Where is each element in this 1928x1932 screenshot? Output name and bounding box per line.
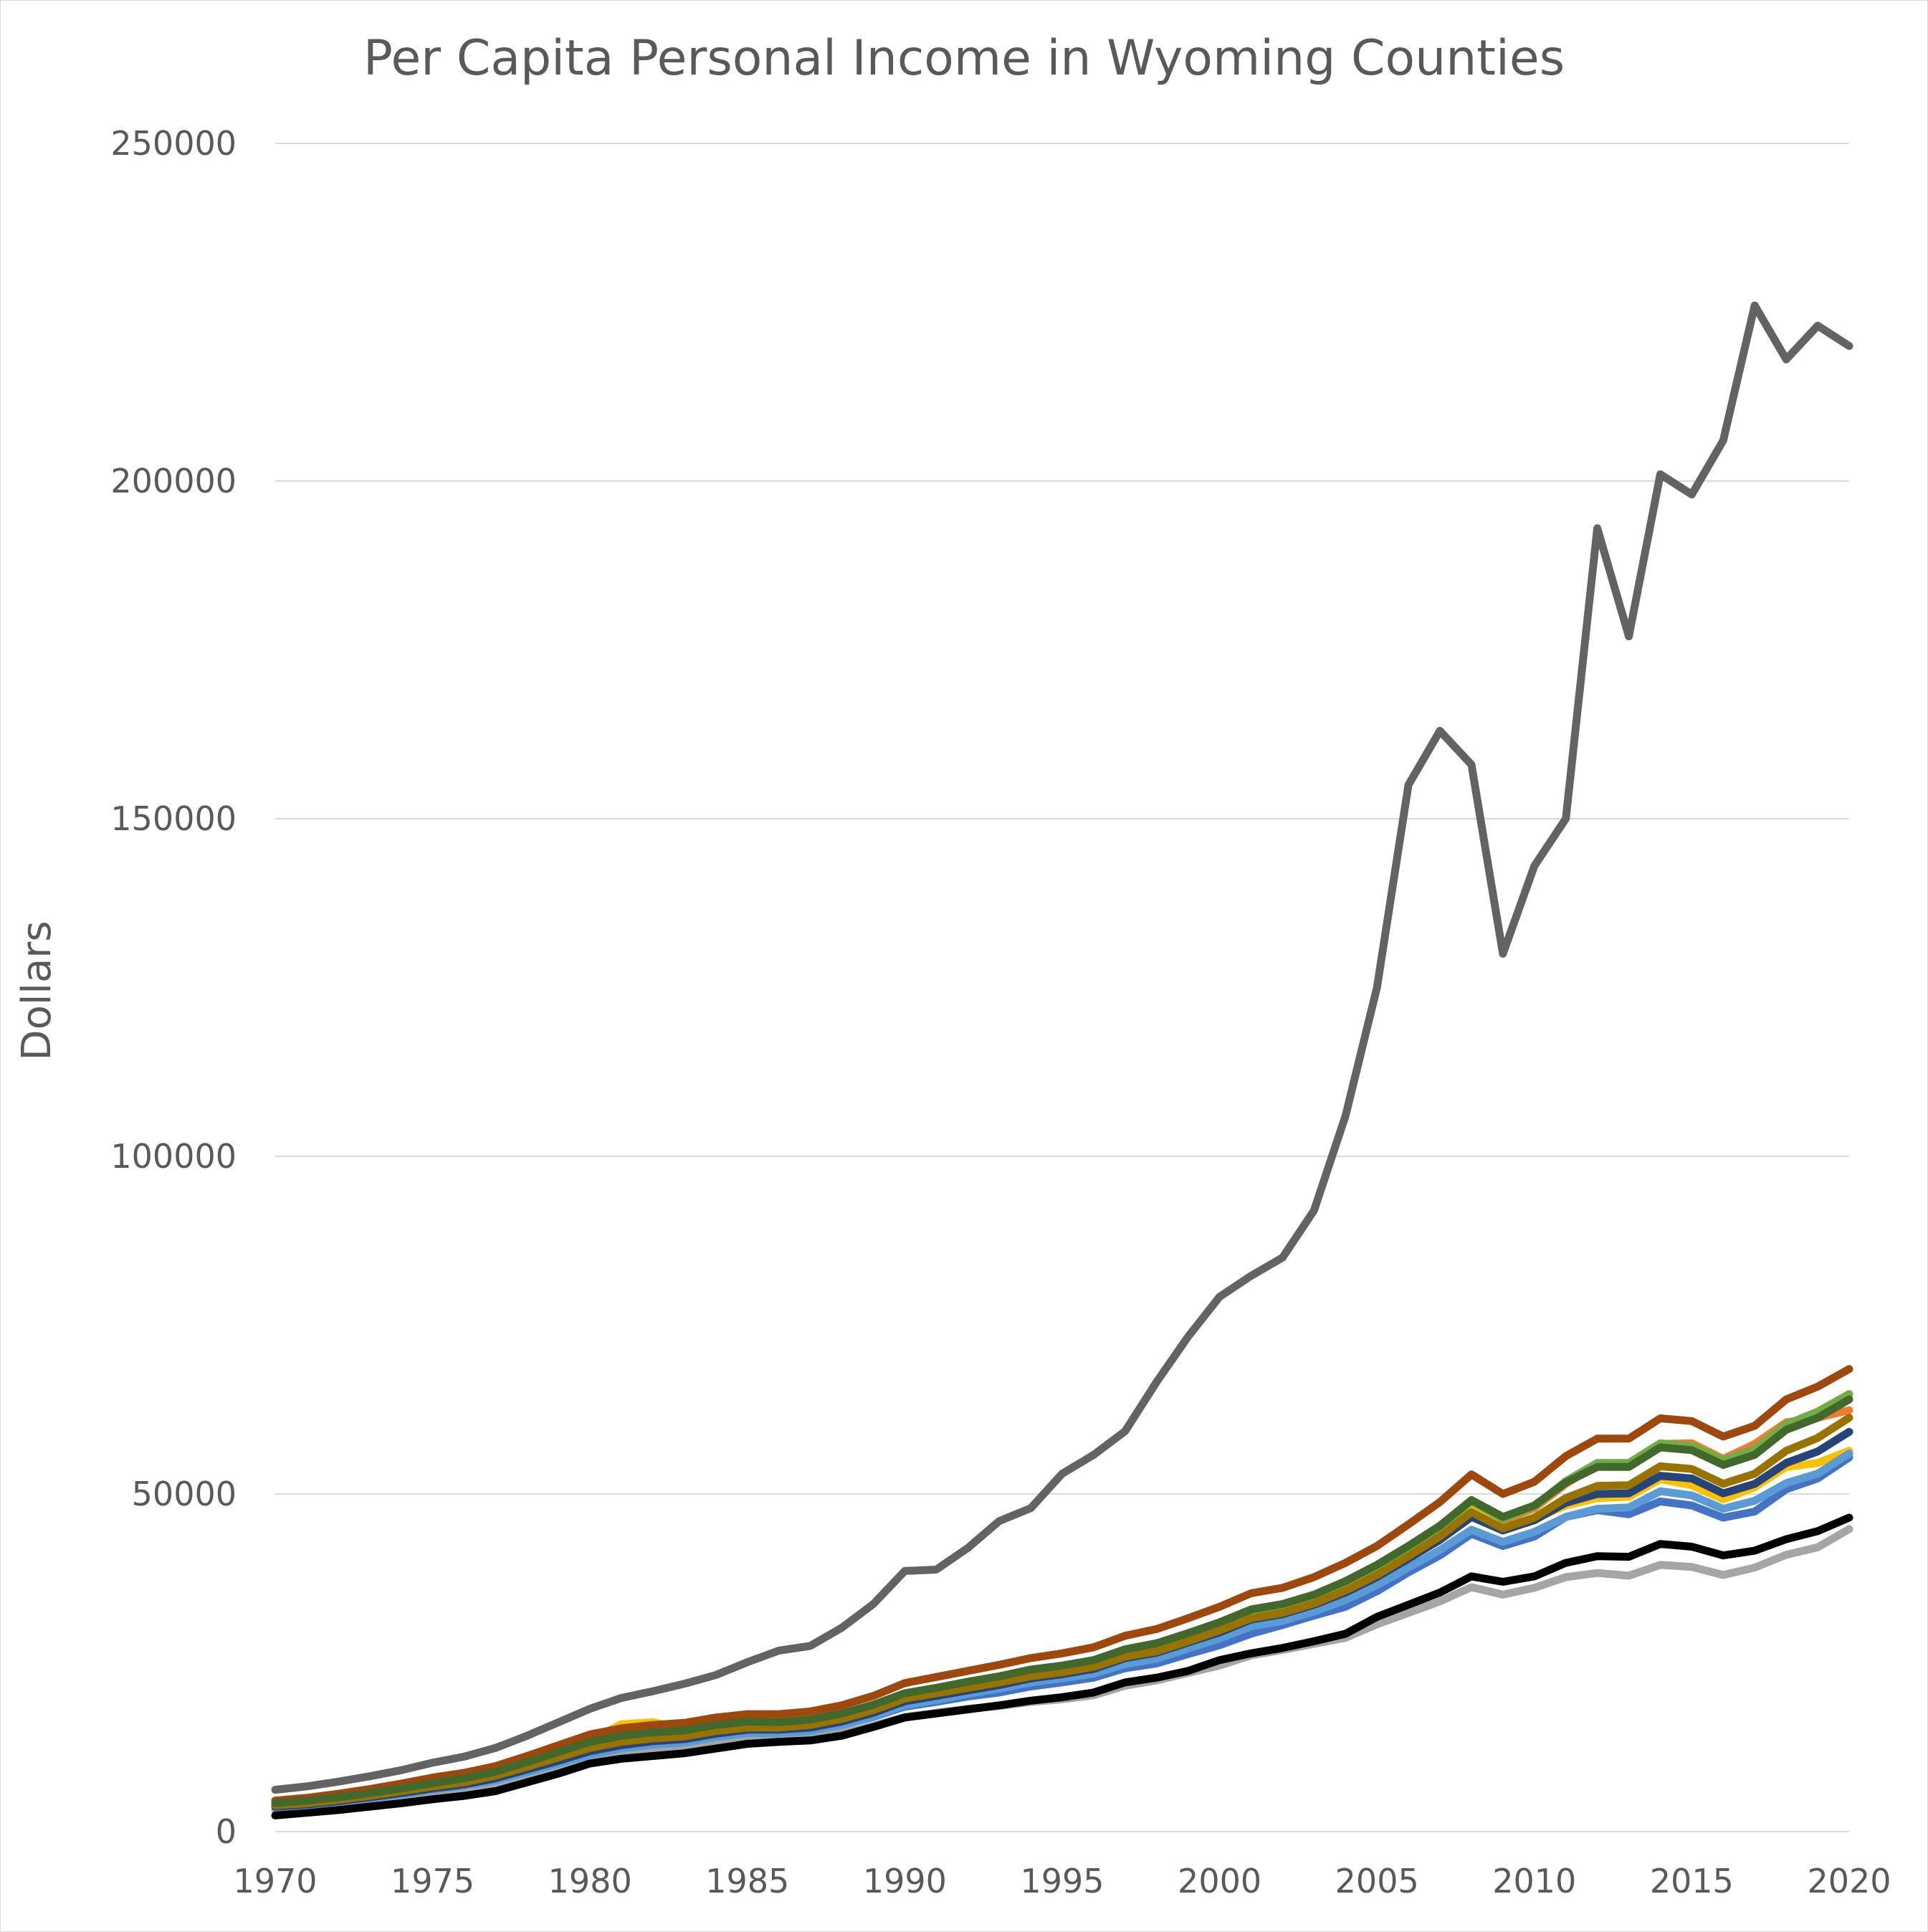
series-line-9 bbox=[275, 1369, 1849, 1801]
y-tick-0: 0 bbox=[216, 1812, 237, 1851]
y-tick-50000: 50000 bbox=[132, 1475, 237, 1513]
x-tick-1970: 1970 bbox=[233, 1862, 317, 1900]
x-tick-2015: 2015 bbox=[1650, 1862, 1734, 1900]
series-line-12 bbox=[275, 305, 1849, 1790]
x-tick-1980: 1980 bbox=[548, 1862, 632, 1900]
series-lines bbox=[275, 305, 1849, 1815]
x-tick-1990: 1990 bbox=[863, 1862, 947, 1900]
x-tick-1975: 1975 bbox=[391, 1862, 474, 1900]
gridlines bbox=[275, 143, 1849, 1832]
series-line-6 bbox=[275, 1454, 1849, 1808]
series-line-5 bbox=[275, 1451, 1849, 1805]
x-tick-2000: 2000 bbox=[1178, 1862, 1261, 1900]
y-tick-150000: 150000 bbox=[110, 799, 237, 838]
y-tick-100000: 100000 bbox=[110, 1137, 237, 1176]
x-tick-1995: 1995 bbox=[1020, 1862, 1104, 1900]
x-tick-labels: 1970 1975 1980 1985 1990 1995 2000 2005 2010 2015… bbox=[233, 1862, 1891, 1900]
x-tick-1985: 1985 bbox=[705, 1862, 789, 1900]
y-tick-250000: 250000 bbox=[110, 124, 237, 163]
y-tick-labels: 0 50000 100000 150000 200000 250000 bbox=[110, 124, 237, 1851]
x-tick-2010: 2010 bbox=[1492, 1862, 1576, 1900]
x-tick-2020: 2020 bbox=[1807, 1862, 1891, 1900]
y-tick-200000: 200000 bbox=[110, 462, 237, 500]
x-tick-2005: 2005 bbox=[1335, 1862, 1419, 1900]
